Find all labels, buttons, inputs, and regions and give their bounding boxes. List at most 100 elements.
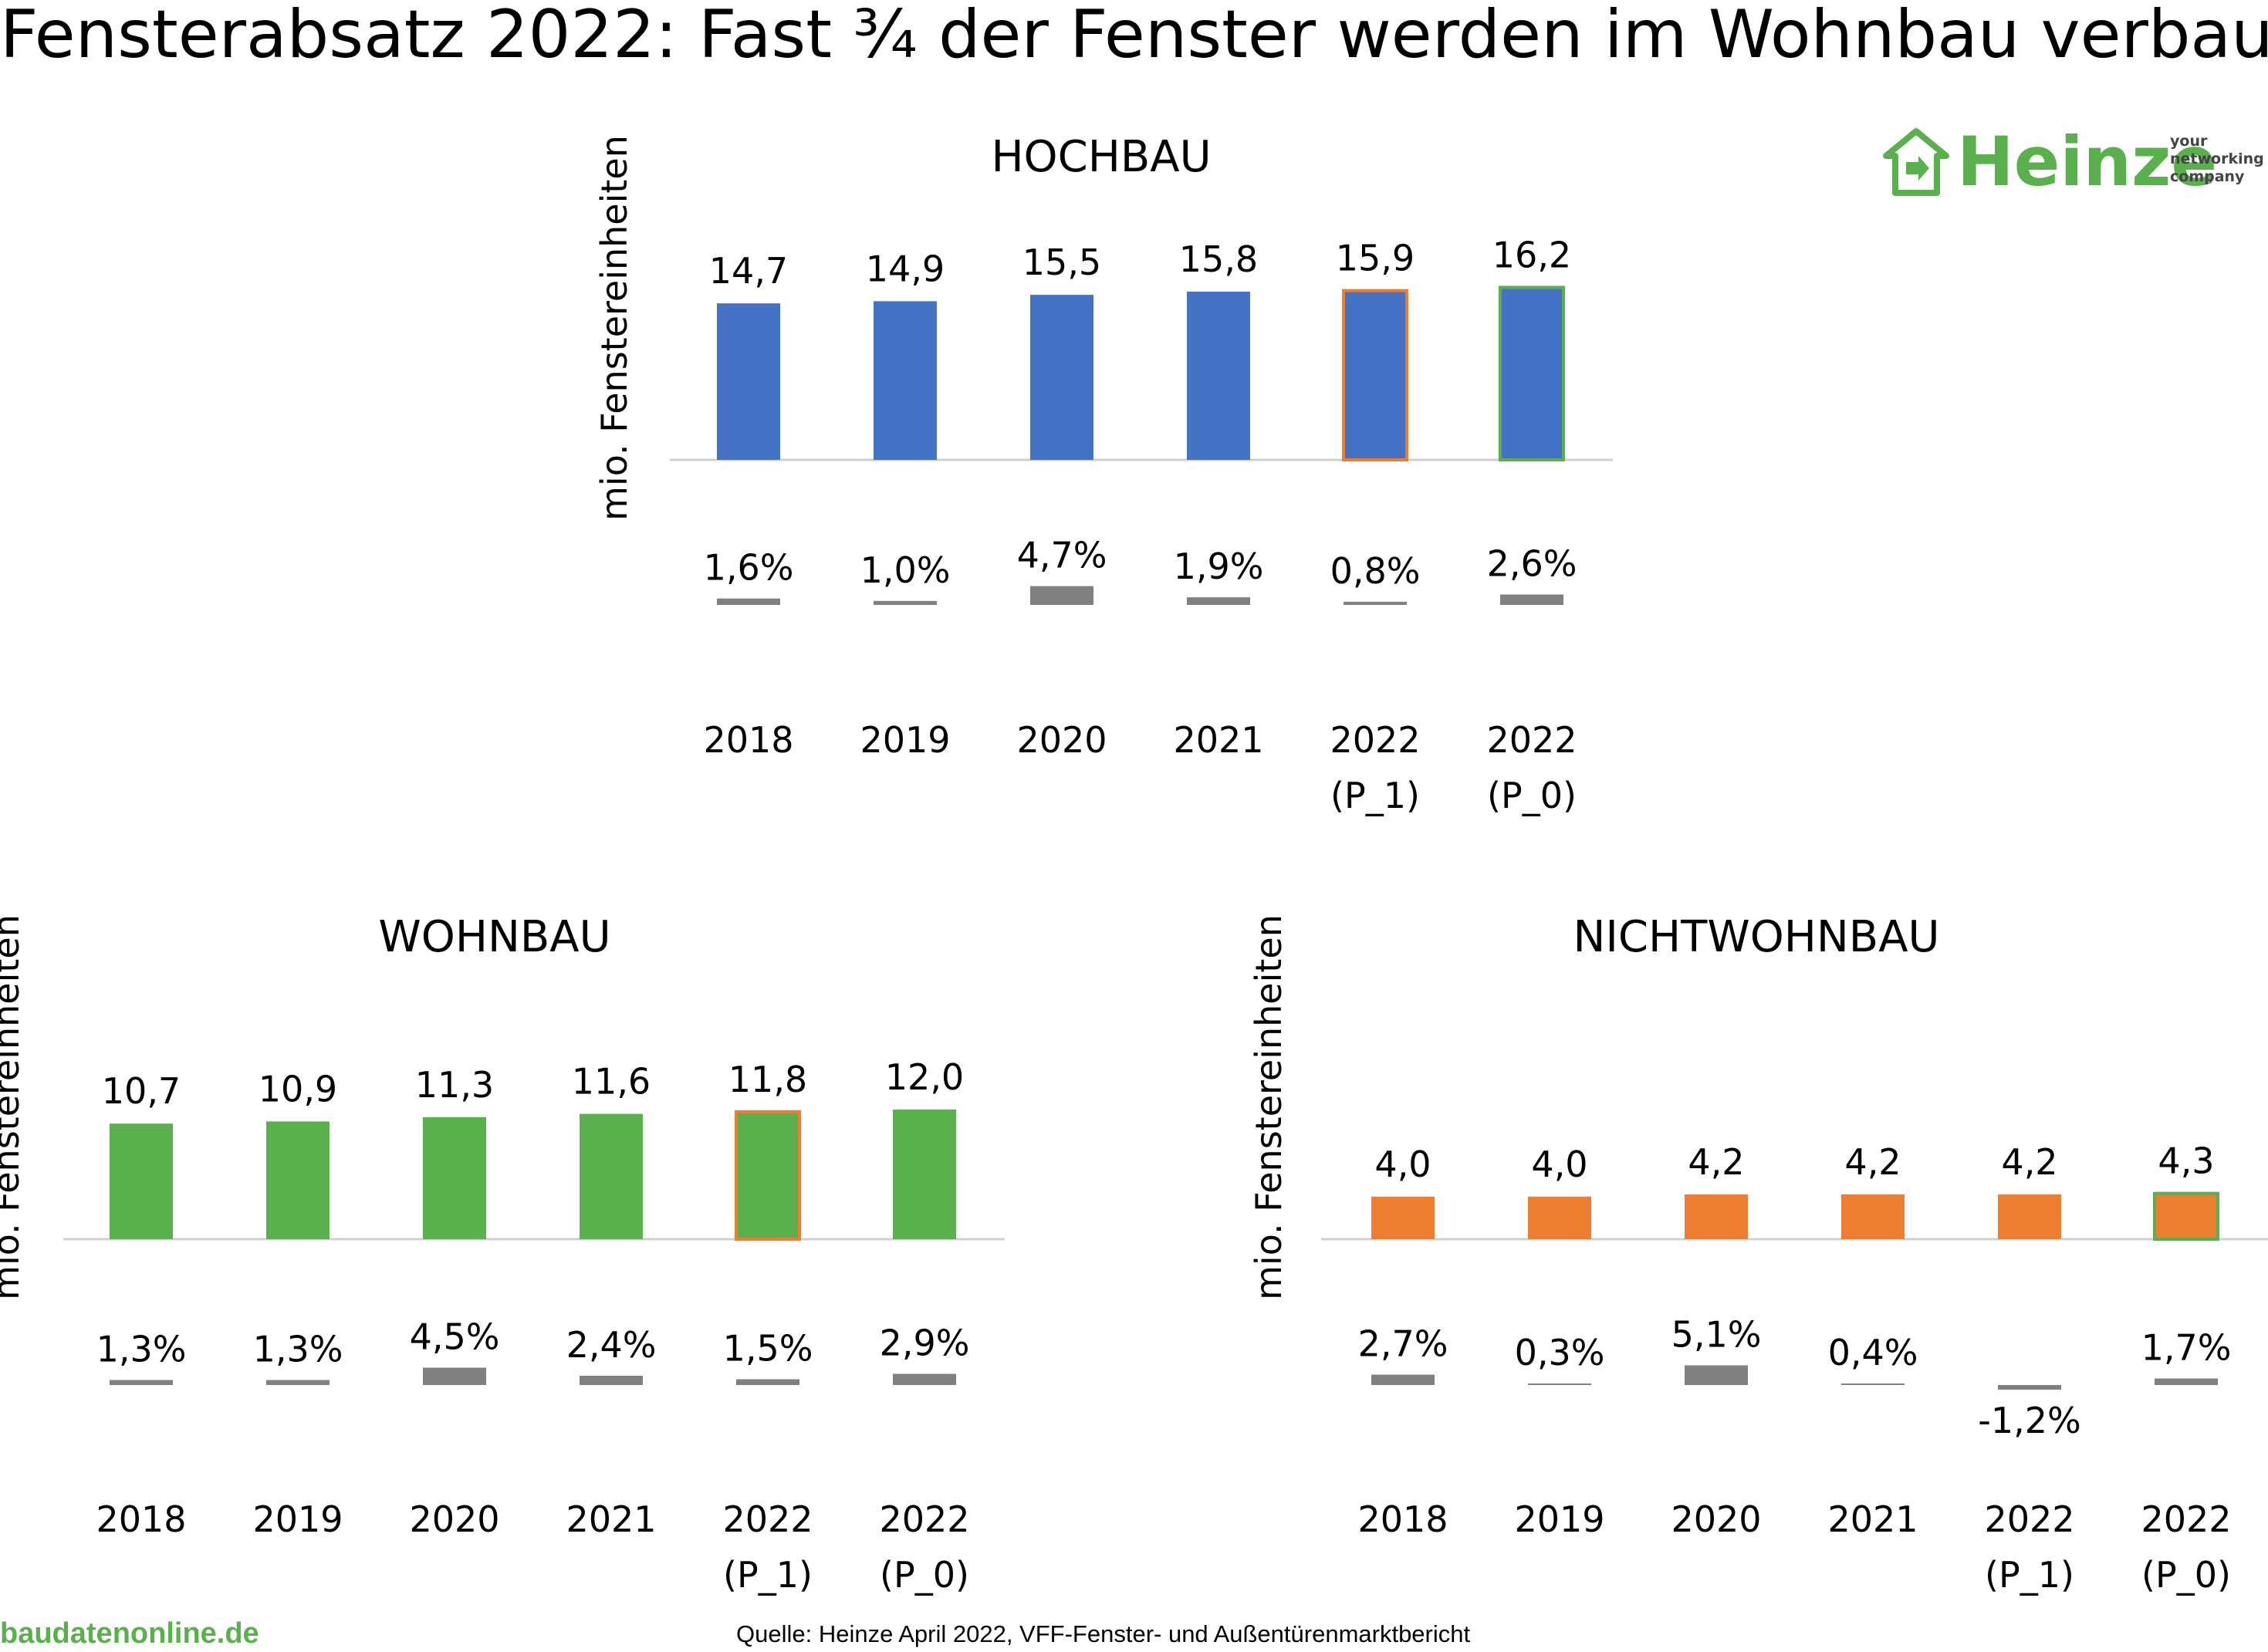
change-marker bbox=[717, 598, 780, 605]
x-tick-label: 2022 bbox=[879, 1498, 969, 1540]
change-label: 2,4% bbox=[566, 1324, 657, 1366]
x-tick-label: 2021 bbox=[1827, 1498, 1918, 1540]
y-axis-label: mio. Fenstereinheiten bbox=[0, 914, 27, 1300]
change-label: 1,6% bbox=[704, 547, 794, 589]
bar-value-label: 4,2 bbox=[1844, 1141, 1901, 1183]
change-label: 1,5% bbox=[723, 1328, 813, 1370]
x-tick-label: (P_0) bbox=[880, 1554, 969, 1596]
change-marker bbox=[1685, 1365, 1748, 1385]
x-tick-label: 2020 bbox=[409, 1498, 499, 1540]
heinze-logo: Heinze your networking company bbox=[1881, 123, 2267, 201]
bar bbox=[1528, 1196, 1591, 1239]
source-note: Quelle: Heinze April 2022, VFF-Fenster- … bbox=[736, 1620, 1471, 1647]
bar-value-label: 4,2 bbox=[2001, 1141, 2057, 1183]
bar-value-label: 4,3 bbox=[2158, 1140, 2214, 1182]
bar bbox=[423, 1117, 486, 1239]
page-title: Fensterabsatz 2022: Fast ¾ der Fenster w… bbox=[0, 0, 2268, 73]
change-marker bbox=[1371, 1374, 1435, 1385]
bar-value-label: 16,2 bbox=[1492, 234, 1571, 275]
change-marker bbox=[1528, 1383, 1591, 1385]
x-tick-label: 2020 bbox=[1016, 719, 1107, 761]
change-label: 1,0% bbox=[860, 549, 951, 591]
bar-value-label: 14,9 bbox=[866, 248, 945, 289]
bar bbox=[717, 303, 780, 460]
change-marker bbox=[423, 1367, 486, 1385]
bar bbox=[1187, 291, 1250, 460]
x-tick-label: 2021 bbox=[1173, 719, 1263, 761]
change-label: 2,9% bbox=[880, 1323, 970, 1364]
bar bbox=[874, 301, 937, 460]
change-label: 0,3% bbox=[1515, 1332, 1605, 1373]
change-marker bbox=[1344, 601, 1407, 605]
change-marker bbox=[736, 1379, 799, 1385]
bar bbox=[1685, 1194, 1748, 1239]
x-tick-label: 2019 bbox=[252, 1498, 343, 1540]
bar-value-label: 4,2 bbox=[1688, 1141, 1744, 1183]
change-marker bbox=[1998, 1385, 2061, 1390]
bar bbox=[1998, 1194, 2061, 1239]
x-tick-label: 2019 bbox=[860, 719, 950, 761]
bar-value-label: 15,8 bbox=[1179, 238, 1258, 280]
change-label: 1,3% bbox=[253, 1329, 343, 1370]
change-label: 1,7% bbox=[2141, 1327, 2232, 1369]
x-tick-label: (P_0) bbox=[1487, 775, 1577, 816]
bar bbox=[893, 1110, 956, 1239]
bar-value-label: 11,8 bbox=[728, 1059, 807, 1100]
bar-value-label: 15,5 bbox=[1022, 242, 1101, 283]
y-axis-label: mio. Fenstereinheiten bbox=[1248, 914, 1289, 1300]
x-tick-label: (P_1) bbox=[1985, 1554, 2074, 1596]
bar bbox=[2153, 1191, 2219, 1242]
bar-value-label: 11,6 bbox=[572, 1061, 651, 1103]
change-marker bbox=[266, 1380, 330, 1385]
change-marker bbox=[1500, 594, 1563, 605]
bar-value-label: 12,0 bbox=[885, 1056, 964, 1098]
change-marker bbox=[580, 1376, 643, 1385]
bar bbox=[1841, 1194, 1905, 1239]
change-marker bbox=[1841, 1383, 1905, 1385]
change-label: 1,3% bbox=[96, 1329, 187, 1370]
bar-value-label: 10,7 bbox=[102, 1070, 181, 1112]
x-tick-label: 2018 bbox=[1357, 1498, 1448, 1540]
x-tick-label: 2022 bbox=[722, 1498, 813, 1540]
bar bbox=[735, 1110, 801, 1242]
heinze-logo-icon bbox=[1883, 128, 1949, 196]
change-marker bbox=[893, 1373, 956, 1385]
x-tick-label: 2022 bbox=[1330, 719, 1420, 761]
change-marker bbox=[110, 1380, 173, 1385]
logo-wordmark: Heinze bbox=[1957, 122, 2218, 201]
bar-value-label: 14,7 bbox=[709, 250, 788, 292]
x-tick-label: 2022 bbox=[1486, 719, 1577, 761]
bar-value-label: 11,3 bbox=[415, 1064, 494, 1106]
change-label: 4,5% bbox=[410, 1316, 500, 1358]
bar bbox=[1499, 285, 1565, 461]
bar bbox=[1342, 289, 1408, 461]
change-label: 2,6% bbox=[1487, 542, 1577, 584]
bar bbox=[580, 1113, 643, 1239]
chart-title: NICHTWOHNBAU bbox=[1573, 912, 1940, 962]
x-tick-label: 2021 bbox=[566, 1498, 656, 1540]
change-label: 5,1% bbox=[1671, 1314, 1762, 1356]
change-marker bbox=[1187, 597, 1250, 605]
y-axis-label: mio. Fenstereinheiten bbox=[593, 135, 635, 521]
bar-value-label: 15,9 bbox=[1336, 238, 1415, 279]
change-label: -1,2% bbox=[1978, 1400, 2080, 1441]
x-tick-label: (P_0) bbox=[2141, 1554, 2231, 1596]
change-marker bbox=[2155, 1378, 2218, 1385]
change-label: 4,7% bbox=[1017, 535, 1107, 576]
change-marker bbox=[874, 600, 937, 605]
logo-tagline: your networking company bbox=[2170, 133, 2264, 185]
change-label: 1,9% bbox=[1174, 546, 1264, 587]
bar-value-label: 10,9 bbox=[259, 1068, 337, 1110]
site-link[interactable]: baudatenonline.de bbox=[0, 1617, 259, 1650]
chart-title: HOCHBAU bbox=[991, 132, 1211, 182]
bar bbox=[266, 1121, 330, 1239]
x-tick-label: 2018 bbox=[96, 1498, 186, 1540]
bar-value-label: 4,0 bbox=[1531, 1144, 1587, 1185]
x-tick-label: 2018 bbox=[703, 719, 793, 761]
bar-value-label: 4,0 bbox=[1374, 1144, 1431, 1185]
x-tick-label: 2022 bbox=[2141, 1498, 2231, 1540]
x-tick-label: (P_1) bbox=[1330, 775, 1420, 816]
